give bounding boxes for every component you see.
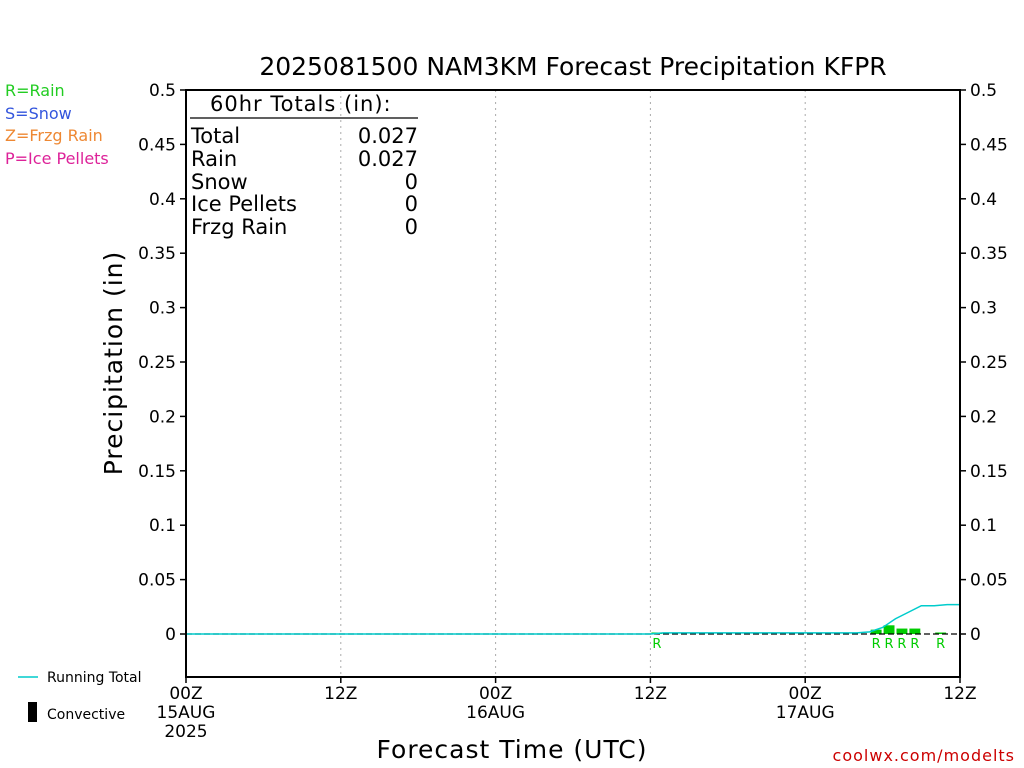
y-tick-label-right: 0.3 [970,299,997,319]
precip-type-label: R [872,637,881,652]
precip-type-label: R [910,637,919,652]
legend-ice-pellets: P=Ice Pellets [5,149,109,168]
totals-ice-pellets-value: 0 [405,192,418,216]
rain-bar [870,629,882,634]
running-total-legend: Running Total [47,670,142,686]
y-tick-label-left: 0.15 [138,462,176,482]
totals-total-label: Total [190,124,240,148]
y-tick-label-right: 0.15 [970,462,1008,482]
precip-type-label: R [885,637,894,652]
y-tick-label-right: 0.05 [970,571,1008,591]
legend-rain: R=Rain [5,81,65,100]
running-total-line [186,603,960,635]
rain-bar [909,628,921,634]
plot-frame [185,89,961,678]
y-tick-label-right: 0.2 [970,407,997,427]
totals-box: 60hr Totals (in): Total 0.027 Rain 0.027… [190,92,418,239]
y-tick-label-right: 0.4 [970,190,997,210]
x-tick-label: 12Z [943,684,976,704]
totals-ice-pellets-label: Ice Pellets [191,192,297,216]
y-tick-label-right: 0.35 [970,244,1008,264]
x-tick-label: 12Z [324,684,357,704]
y-tick-label-right: 0.1 [970,516,997,536]
x-tick-label: 17AUG [776,703,835,723]
legend-frzg-rain: Z=Frzg Rain [5,126,103,145]
y-tick-label-left: 0.25 [138,353,176,373]
x-tick-label: 00Z [479,684,512,704]
x-tick-label: 16AUG [466,703,525,723]
totals-frzg-rain-value: 0 [405,215,418,239]
precip-type-label: R [897,637,906,652]
convective-swatch [28,702,37,722]
x-axis-label: Forecast Time (UTC) [377,735,648,764]
y-tick-label-left: 0.35 [138,244,176,264]
x-tick-label: 00Z [789,684,822,704]
y-tick-label-left: 0.2 [149,407,176,427]
y-axis-left: 0.5 0.45 0.4 0.35 0.3 0.25 0.2 0.15 0.1 0.05 0 [138,81,186,645]
totals-header: 60hr Totals (in): [210,92,392,116]
y-tick-label-left: 0 [165,625,176,645]
totals-rain-label: Rain [191,147,237,171]
x-tick-label: 15AUG [157,703,216,723]
y-tick-label-left: 0.3 [149,299,176,319]
totals-total-value: 0.027 [358,124,418,148]
y-tick-label-right: 0.5 [970,81,997,101]
bottom-legend: Running Total Convective [18,670,142,723]
legend-snow: S=Snow [5,104,72,123]
y-axis-label: Precipitation (in) [99,251,128,476]
precip-type-label: R [936,637,945,652]
precip-type-label: R [652,637,661,652]
totals-snow-value: 0 [405,170,418,194]
y-axis-right: 0.5 0.45 0.4 0.35 0.3 0.25 0.2 0.15 0.1 0.05 0 [960,81,1008,645]
rain-bar [883,625,895,634]
credit-text: coolwx.com/modelts [833,746,1015,765]
y-tick-label-left: 0.05 [138,571,176,591]
x-tick-label: 12Z [634,684,667,704]
y-tick-label-right: 0 [970,625,981,645]
y-tick-label-right: 0.45 [970,135,1008,155]
y-tick-label-right: 0.25 [970,353,1008,373]
chart-title: 2025081500 NAM3KM Forecast Precipitation… [259,52,886,81]
rain-bar [935,632,947,634]
rain-bar [896,628,908,634]
precip-type-legend: R=Rain S=Snow Z=Frzg Rain P=Ice Pellets [5,81,109,168]
x-tick-label: 00Z [169,684,202,704]
totals-frzg-rain-label: Frzg Rain [191,215,287,239]
totals-rain-value: 0.027 [358,147,418,171]
y-tick-label-left: 0.4 [149,190,176,210]
y-tick-label-left: 0.5 [149,81,176,101]
x-tick-label: 2025 [164,722,207,742]
totals-snow-label: Snow [191,170,248,194]
y-tick-label-left: 0.1 [149,516,176,536]
grid-lines [340,90,806,677]
y-tick-label-left: 0.45 [138,135,176,155]
convective-legend: Convective [47,707,125,723]
